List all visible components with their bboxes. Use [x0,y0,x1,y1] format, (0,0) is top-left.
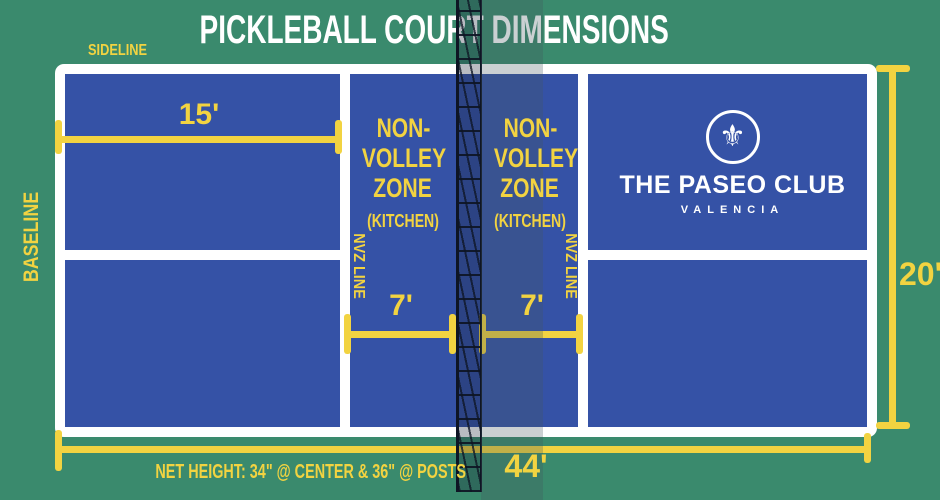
nvz-label-left: NON- VOLLEY ZONE (KITCHEN) [361,113,447,231]
measure-7ft-right-value: 7' [520,289,544,322]
measure-7ft-left-cap-right [449,314,456,354]
baseline-label: BASELINE [20,191,43,283]
measure-20ft-cap-top [876,65,910,72]
page-title: PICKLEBALL COURT DIMENSIONS [199,8,669,52]
measure-7ft-right-cap-right [576,314,583,354]
club-name: THE PASEO CLUB [619,171,846,199]
logo-circle: ⚜ [705,110,760,164]
club-location: VALENCIA [680,204,785,216]
net [456,0,482,492]
nvz-label-right: NON- VOLLEY ZONE (KITCHEN) [493,113,579,231]
measure-7ft-right-line [482,331,582,338]
service-box-left-top [65,74,340,250]
measure-15ft-value: 15' [178,98,220,131]
measure-44ft-cap-right [864,433,871,463]
net-height-note: NET HEIGHT: 34" @ CENTER & 36" @ POSTS [155,461,466,483]
measure-44ft-value: 44' [504,448,548,484]
measure-7ft-left-cap-left [344,314,351,354]
paseo-club-logo: ⚜ THE PASEO CLUB VALENCIA [605,110,860,216]
measure-7ft-left-value: 7' [389,289,413,322]
measure-20ft-line [889,68,896,428]
measure-7ft-right-cap-left [479,314,486,354]
service-box-right-bottom [588,260,867,427]
measure-20ft-value: 20' [899,256,940,292]
fleur-de-lis-icon: ⚜ [719,119,746,154]
measure-15ft-cap-right [335,120,342,154]
measure-20ft-cap-bottom [876,422,910,429]
sideline-label: SIDELINE [88,42,148,59]
measure-44ft-cap-left [55,430,62,471]
service-box-left-bottom [65,260,340,427]
measure-7ft-left-line [347,331,455,338]
measure-15ft-cap-left [55,120,62,154]
measure-15ft-line [57,136,341,143]
